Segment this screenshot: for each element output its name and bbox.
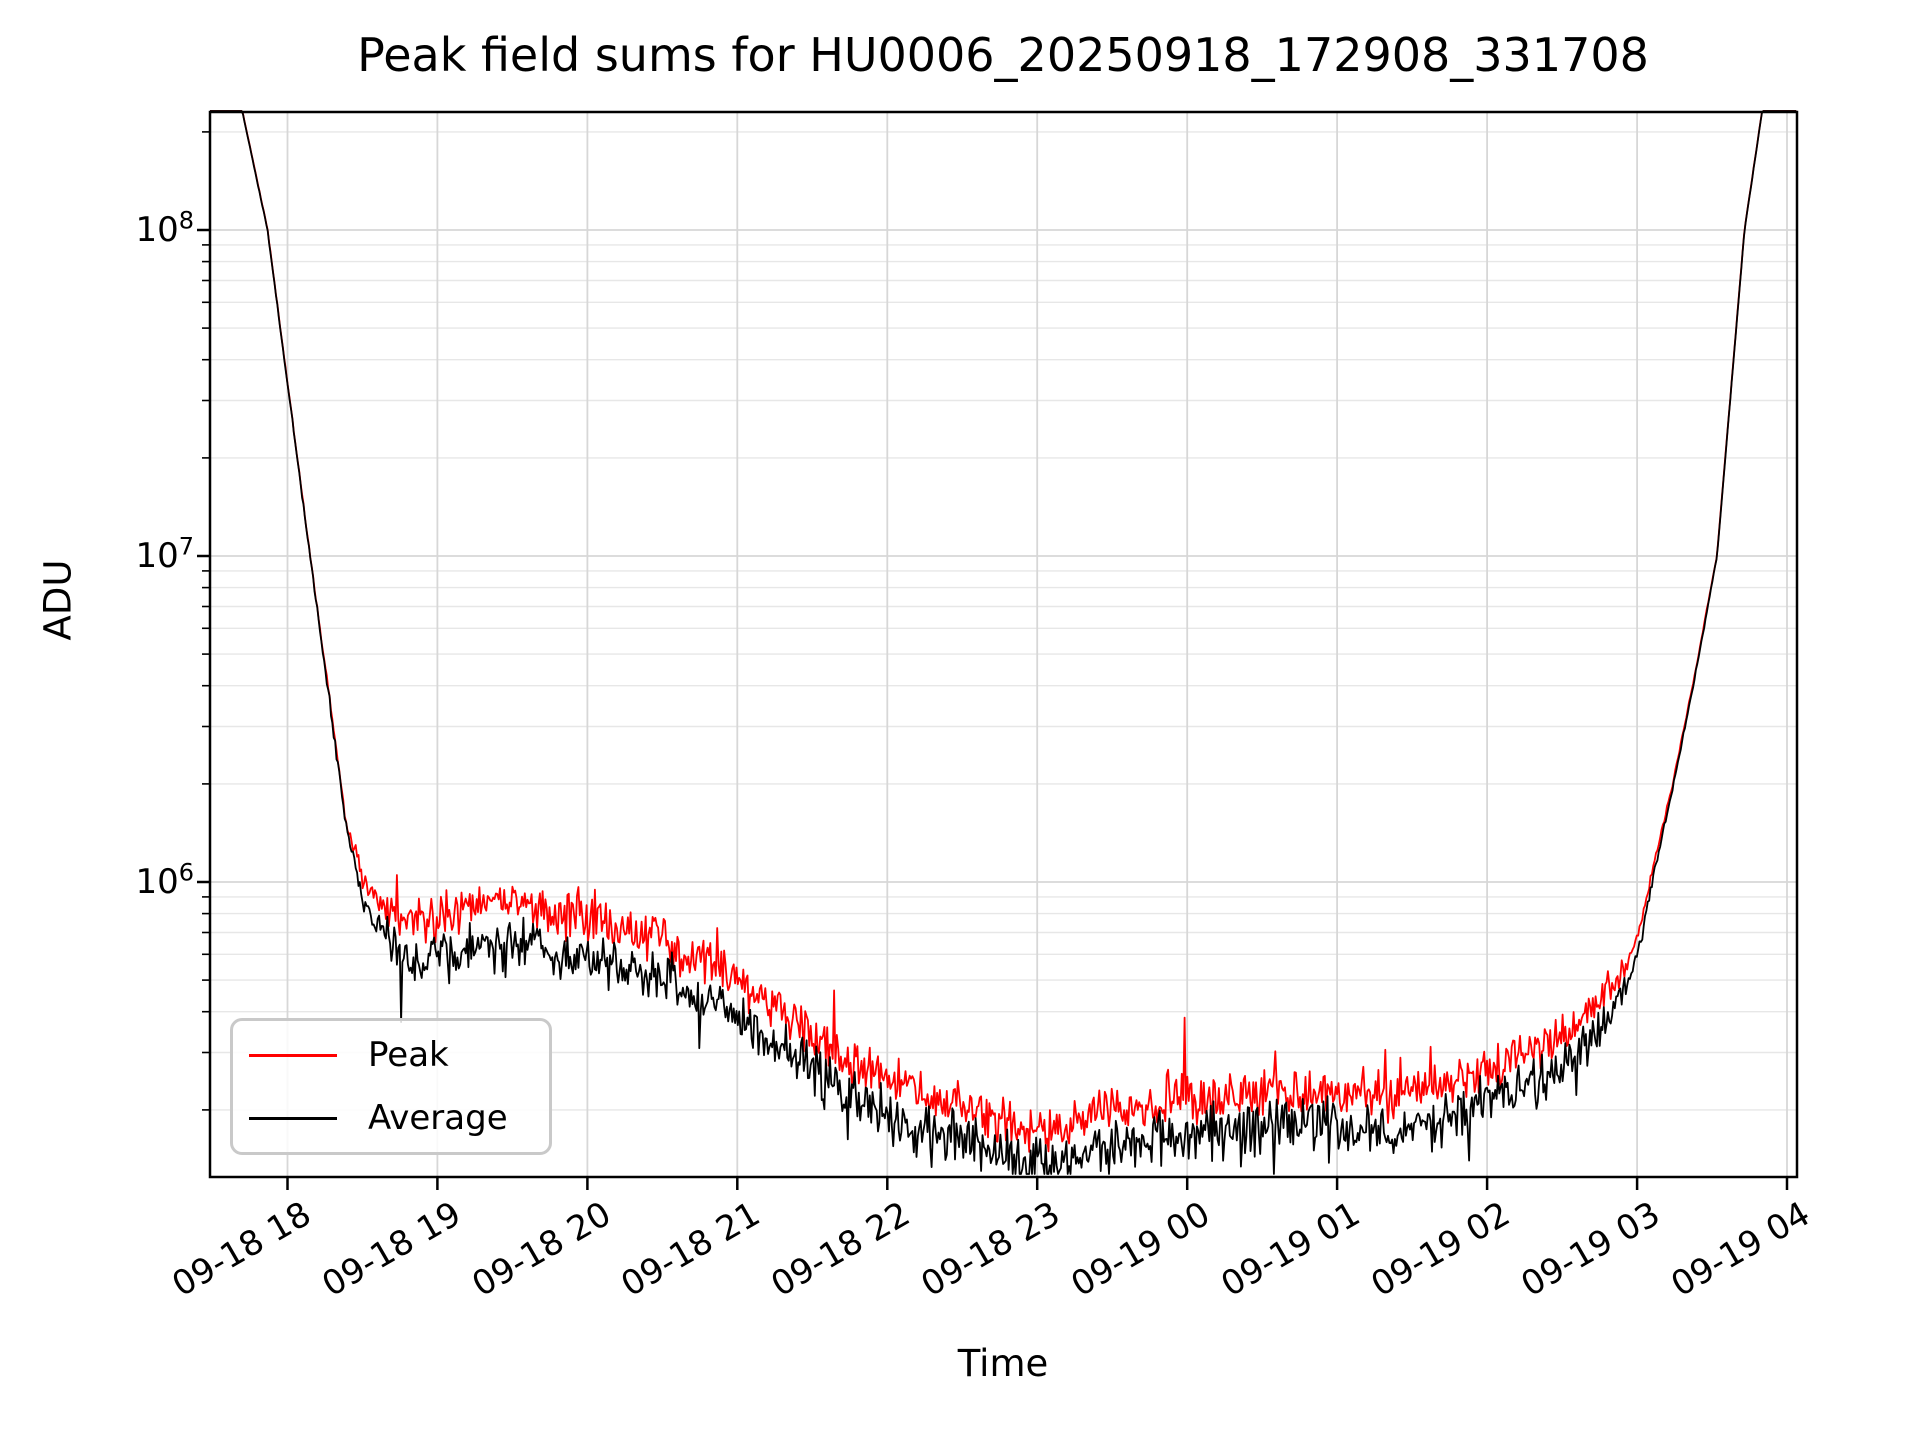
legend-label-average: Average (368, 1098, 508, 1138)
peak-line-sample (249, 1053, 337, 1057)
y-axis-tick-label: 106 (135, 858, 194, 902)
legend-item-average: Average (249, 1098, 508, 1138)
chart-title: Peak field sums for HU0006_20250918_1729… (357, 28, 1649, 82)
data-series (210, 110, 1797, 1175)
minor-gridlines (210, 131, 1797, 1111)
legend-item-peak: Peak (249, 1035, 449, 1075)
plot-area (210, 112, 1797, 1177)
legend: Peak Average (230, 1018, 552, 1155)
axes-spines (208, 110, 1799, 1179)
x-axis-label: Time (957, 1342, 1049, 1385)
peak-series-line (210, 110, 1797, 1153)
average-line-sample (249, 1116, 337, 1120)
legend-label-peak: Peak (368, 1035, 449, 1075)
major-gridlines (210, 112, 1797, 1177)
y-axis-tick-label: 108 (135, 206, 194, 250)
y-axis-tick-label: 107 (135, 532, 194, 576)
average-series-line (210, 110, 1797, 1175)
y-axis-label: ADU (36, 559, 80, 641)
axis-ticks (197, 131, 1789, 1190)
